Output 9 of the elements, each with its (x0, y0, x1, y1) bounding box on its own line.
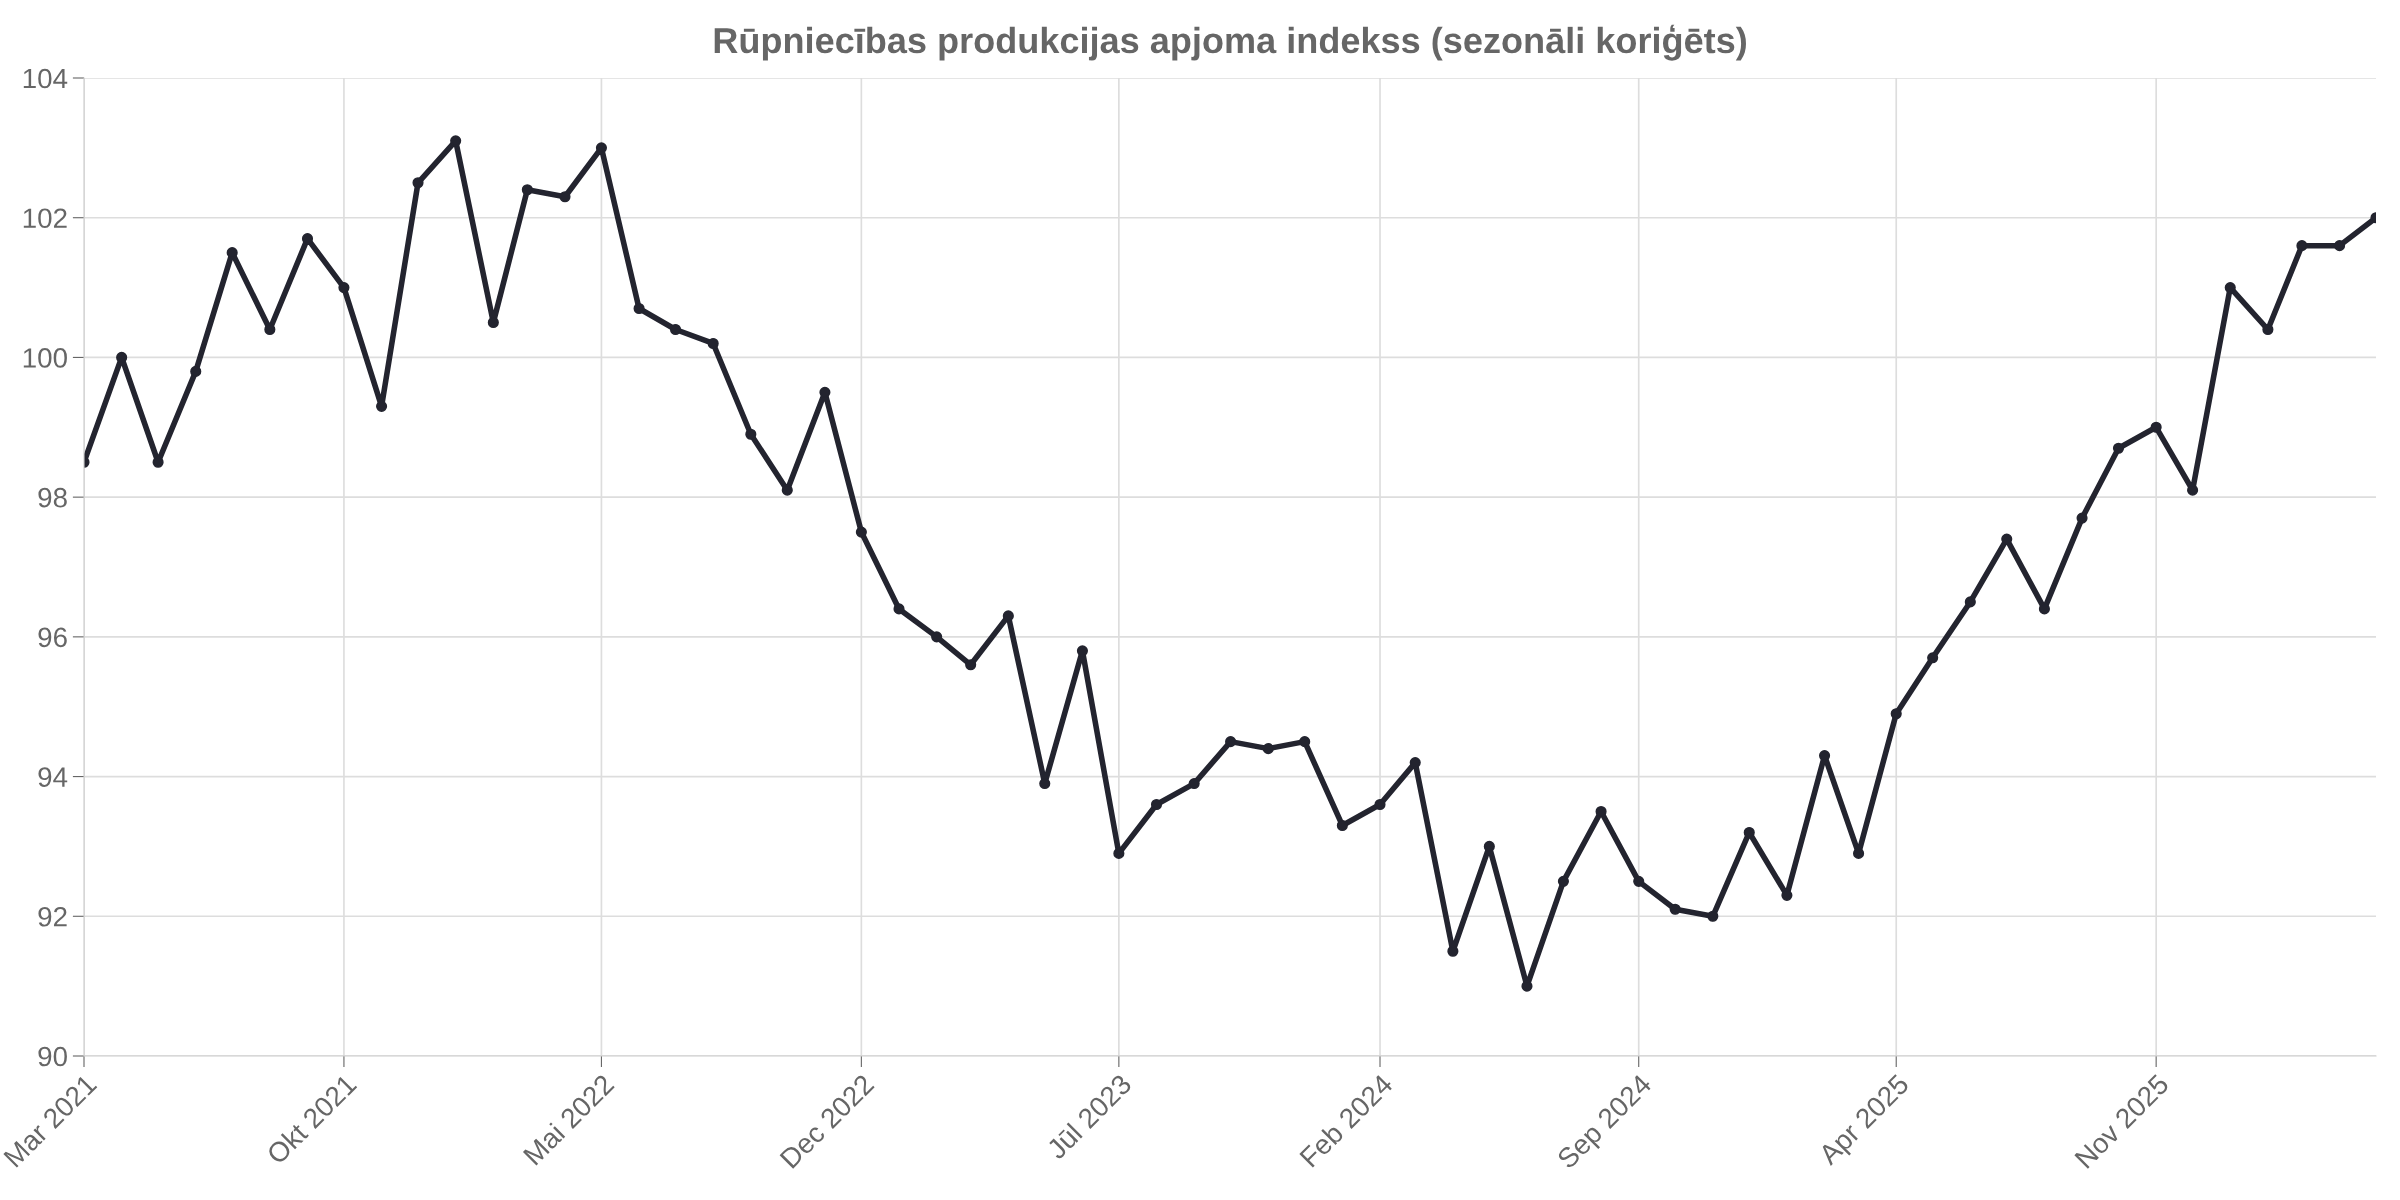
y-tick-label: 98 (38, 487, 67, 508)
y-tick-label: 102 (23, 208, 67, 229)
y-tick-label: 96 (38, 627, 67, 648)
y-tick-label: 100 (23, 348, 67, 368)
y-tick-label: 104 (23, 68, 68, 89)
y-tick-label: 92 (38, 906, 67, 927)
y-tick-label: 94 (38, 767, 68, 787)
chart-title: Rūpniecības produkcijas apjoma indekss (sezonāli koriģēts) (714, 24, 1746, 61)
y-tick-label: 90 (38, 1046, 67, 1067)
